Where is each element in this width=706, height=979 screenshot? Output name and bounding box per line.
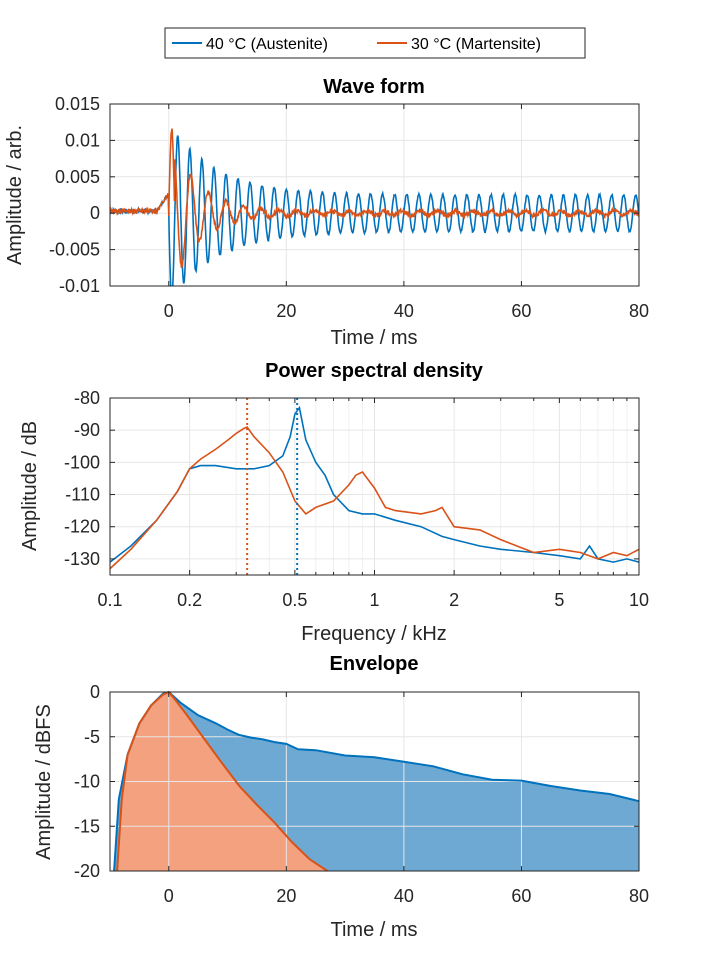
y-tick-label: -80	[74, 388, 100, 408]
y-tick-label: -120	[64, 517, 100, 537]
waveform-title: Wave form	[323, 76, 425, 98]
y-tick-label: -5	[84, 727, 100, 747]
y-tick-label: 0	[90, 203, 100, 223]
envelope-xlabel: Time / ms	[330, 919, 417, 941]
x-tick-label: 2	[449, 590, 459, 610]
waveform-series-martensite	[110, 128, 639, 268]
psd-panel: Power spectral density 0.1 0.2 0.5 1 2 5 10 -13…	[19, 360, 649, 645]
psd-plot-area	[109, 398, 640, 575]
psd-xlabel: Frequency / kHz	[301, 623, 447, 645]
envelope-ylabel: Amplitude / dBFS	[33, 704, 55, 860]
y-tick-label: -0.005	[49, 240, 100, 260]
envelope-ticks: 0 20 40 60 80 -20 -15 -10 -5 0	[74, 682, 649, 906]
x-tick-label: 60	[511, 886, 531, 906]
y-tick-label: 0	[90, 682, 100, 702]
waveform-panel: Wave form 0 20 40 60 80 -0.01 -0.005 0 0.005 0.01…	[4, 76, 649, 349]
y-tick-label: -15	[74, 816, 100, 836]
y-tick-label: -20	[74, 861, 100, 881]
y-tick-label: -100	[64, 452, 100, 472]
psd-ticks: 0.1 0.2 0.5 1 2 5 10 -130 -120 -110 -100 -90 -80	[64, 388, 649, 610]
x-tick-label: 5	[554, 590, 564, 610]
x-tick-label: 60	[511, 301, 531, 321]
waveform-grid	[110, 103, 640, 287]
x-tick-label: 20	[276, 301, 296, 321]
x-tick-label: 0	[164, 301, 174, 321]
x-tick-label: 0.2	[177, 590, 202, 610]
psd-series-austenite	[109, 405, 640, 563]
envelope-panel: Envelope 0 20 40 60 80 -20 -15 -10 -5 0 Time / ms…	[33, 653, 649, 941]
legend-box	[164, 27, 586, 59]
waveform-xlabel: Time / ms	[330, 327, 417, 349]
legend-label-martensite: 30 °C (Martensite)	[411, 36, 541, 53]
x-tick-label: 40	[394, 886, 414, 906]
psd-ylabel: Amplitude / dB	[19, 421, 41, 551]
y-tick-label: -130	[64, 549, 100, 569]
envelope-lines	[113, 690, 640, 872]
x-tick-label: 40	[394, 301, 414, 321]
y-tick-label: -90	[74, 420, 100, 440]
x-tick-label: 10	[629, 590, 649, 610]
x-tick-label: 80	[629, 886, 649, 906]
psd-grid	[109, 397, 640, 575]
x-tick-label: 20	[276, 886, 296, 906]
x-tick-label: 0.5	[282, 590, 307, 610]
psd-series-martensite	[109, 425, 640, 570]
y-tick-label: 0.015	[55, 94, 100, 114]
y-tick-label: -110	[65, 485, 100, 505]
y-tick-label: 0.01	[65, 130, 100, 150]
waveform-axes-box	[109, 103, 640, 287]
y-tick-label: -10	[74, 772, 100, 792]
x-tick-label: 80	[629, 301, 649, 321]
psd-title: Power spectral density	[265, 360, 484, 382]
waveform-ticks: 0 20 40 60 80 -0.01 -0.005 0 0.005 0.01 0.015	[49, 94, 649, 321]
x-tick-label: 0	[164, 886, 174, 906]
x-tick-label: 1	[369, 590, 379, 610]
y-tick-label: -0.01	[59, 276, 100, 296]
x-tick-label: 0.1	[97, 590, 122, 610]
y-tick-label: 0.005	[55, 167, 100, 187]
waveform-ylabel: Amplitude / arb.	[4, 125, 26, 265]
waveform-plot-area	[110, 128, 639, 286]
legend-label-austenite: 40 °C (Austenite)	[206, 36, 328, 53]
envelope-title: Envelope	[330, 653, 419, 675]
legend: 40 °C (Austenite) 30 °C (Martensite)	[164, 27, 586, 59]
envelope-line-martensite	[116, 690, 329, 872]
